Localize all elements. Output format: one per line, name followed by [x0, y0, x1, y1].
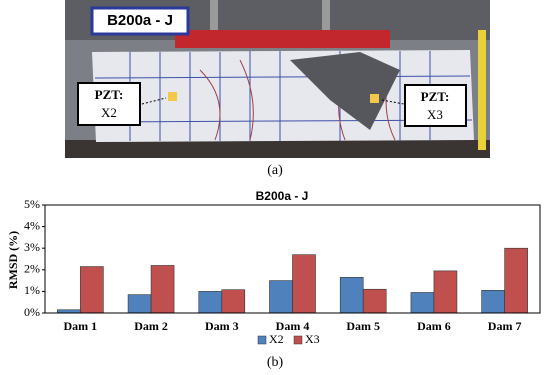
specimen-label-box	[90, 6, 190, 36]
sensor-box	[404, 84, 467, 127]
photo: B200a - J PZT: X2 PZT: X3	[65, 0, 490, 158]
chart: 0% 1% 2% 3% 4% 5% Dam 1 Dam 2 Dam 3 Dam 4 Dam 5 Dam…	[24, 197, 541, 346]
damage-zone	[290, 52, 400, 130]
y-tick-label: 3%	[24, 240, 40, 254]
x-tick-label: Dam 6	[417, 319, 451, 333]
ruler	[478, 30, 486, 150]
sensor-name: X3	[427, 107, 443, 122]
rod	[210, 0, 218, 38]
y-tick-label: 1%	[24, 283, 40, 297]
x-tick-label: Dam 7	[488, 319, 522, 333]
bar	[410, 292, 435, 314]
y-tick-label: 2%	[24, 262, 40, 276]
x-tick-label: Dam 1	[64, 319, 98, 333]
bar	[198, 291, 223, 314]
sensor-x3	[370, 94, 379, 103]
photo-floor	[65, 140, 490, 158]
bar	[339, 277, 364, 314]
caption: (b)	[267, 355, 284, 370]
x-tick-label: Dam 5	[346, 319, 380, 333]
sensor-x2	[168, 92, 177, 101]
y-tick-label: 0%	[24, 305, 40, 319]
bar	[269, 280, 293, 314]
legend-label: X2	[269, 332, 284, 346]
load-plate	[175, 30, 390, 48]
specimen-label: B200a - J	[107, 12, 173, 29]
sensor-box	[77, 82, 141, 126]
chart-title: B200a - J	[256, 189, 309, 203]
bar	[221, 289, 246, 314]
y-axis-label: RMSD (%)	[6, 231, 20, 289]
x-tick-label: Dam 2	[134, 319, 168, 333]
plot-frame	[44, 204, 541, 314]
beam-grid	[94, 51, 473, 141]
bar	[481, 290, 505, 314]
bar	[433, 270, 458, 314]
y-tick-label: 4%	[24, 218, 40, 232]
rod	[322, 0, 330, 38]
caption: (a)	[267, 163, 283, 178]
legend-label: X3	[305, 332, 320, 346]
bar	[127, 294, 152, 314]
sensor-title: PZT:	[421, 89, 450, 104]
sensor-name: X2	[101, 105, 117, 120]
bar	[292, 254, 316, 314]
legend-swatch	[293, 335, 303, 345]
x-tick-label: Dam 3	[205, 319, 239, 333]
legend-swatch	[257, 335, 267, 345]
y-tick-label: 5%	[24, 197, 40, 211]
bar	[504, 247, 528, 314]
bar	[362, 288, 387, 314]
bar	[150, 265, 175, 314]
x-tick-label: Dam 4	[276, 319, 310, 333]
sensor-title: PZT:	[95, 87, 124, 102]
bar	[80, 266, 104, 314]
pointer	[141, 97, 167, 105]
